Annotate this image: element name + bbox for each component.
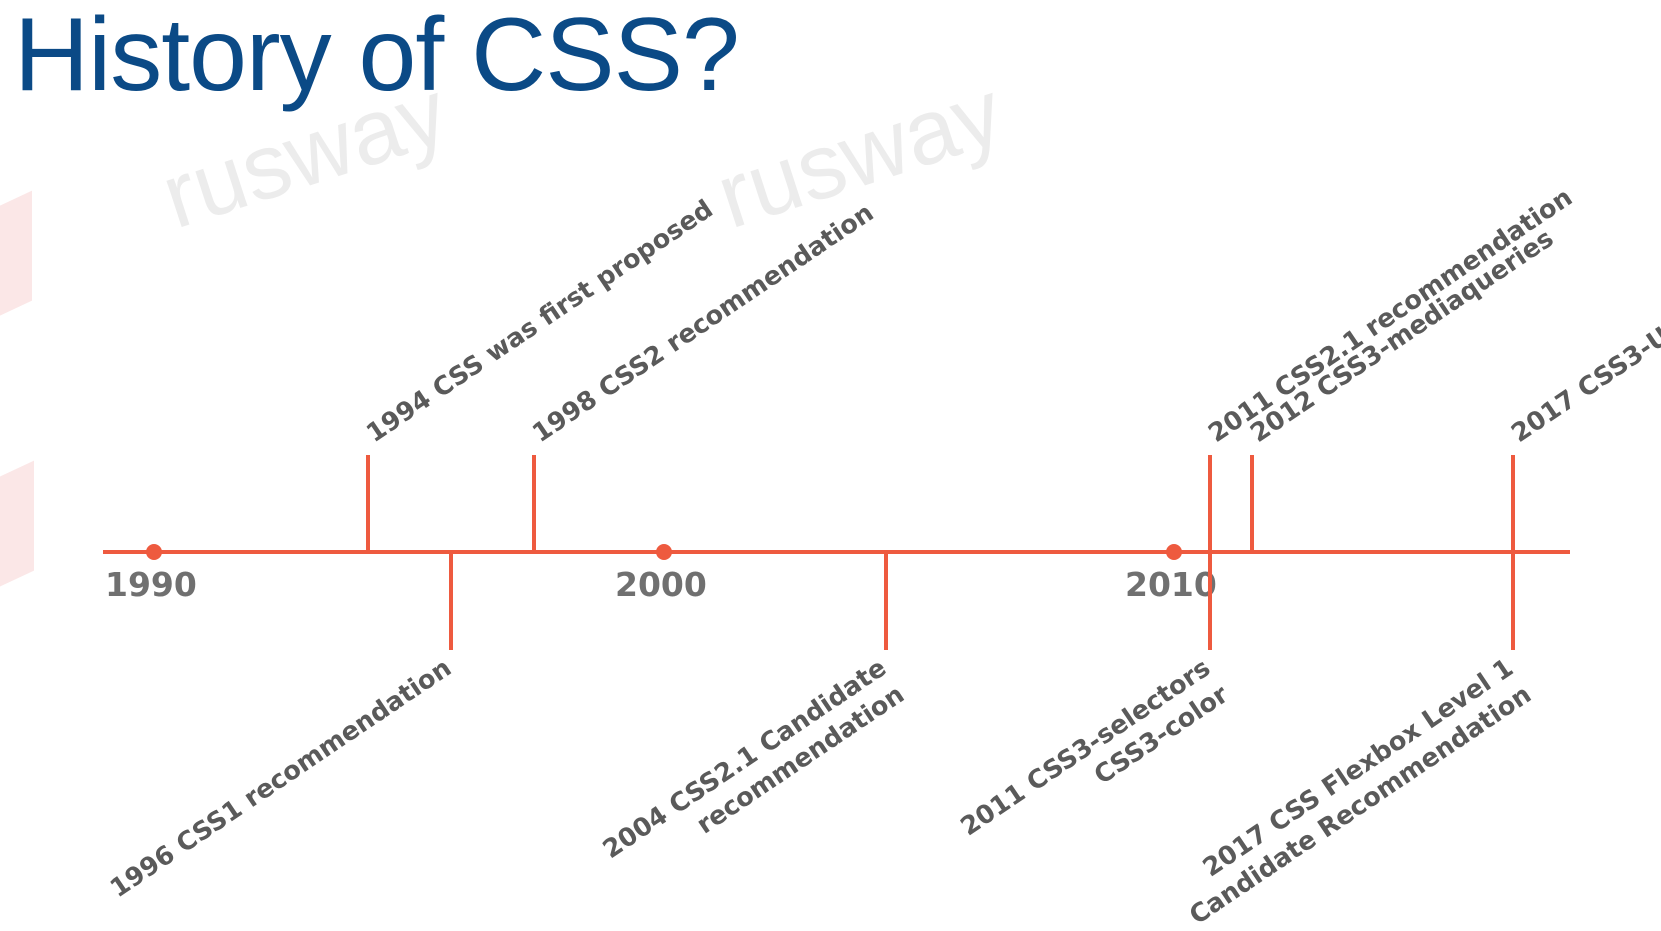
- event-label: 2017 CSS Flexbox Level 1: [1198, 653, 1519, 883]
- event-label: 1994 CSS was first proposed: [361, 194, 718, 449]
- year-label: 2010: [1125, 565, 1217, 604]
- event-label: 2004 CSS2.1 Candidate: [598, 653, 892, 865]
- year-marker-dot: [656, 544, 672, 560]
- event-label-group: 1994 CSS was first proposed: [361, 194, 718, 449]
- year-label: 1990: [105, 565, 197, 604]
- year-marker-dot: [146, 544, 162, 560]
- event-label-group: 1996 CSS1 recommendation: [105, 653, 457, 904]
- event-label: 1996 CSS1 recommendation: [105, 653, 457, 904]
- event-label: 2011 CSS3-selectors: [955, 653, 1216, 842]
- event-label: 2012 CSS3-mediaqueries: [1245, 223, 1559, 448]
- event-label-group: 2017 CSS3-UI: [1506, 316, 1661, 449]
- event-label: 1998 CSS2 recommendation: [527, 198, 879, 449]
- event-label: 2017 CSS3-UI: [1506, 316, 1661, 449]
- event-label: 2011 CSS2.1 recommendation: [1203, 182, 1578, 448]
- year-marker-dot: [1166, 544, 1182, 560]
- event-label-group: 2011 CSS2.1 recommendation: [1203, 182, 1578, 448]
- event-label-group: 1998 CSS2 recommendation: [527, 198, 879, 449]
- event-label: Candidate Recommendation: [1184, 679, 1537, 930]
- page-title: History of CSS?: [14, 0, 740, 113]
- event-label-group: 2012 CSS3-mediaqueries: [1245, 223, 1559, 448]
- year-label: 2000: [615, 565, 707, 604]
